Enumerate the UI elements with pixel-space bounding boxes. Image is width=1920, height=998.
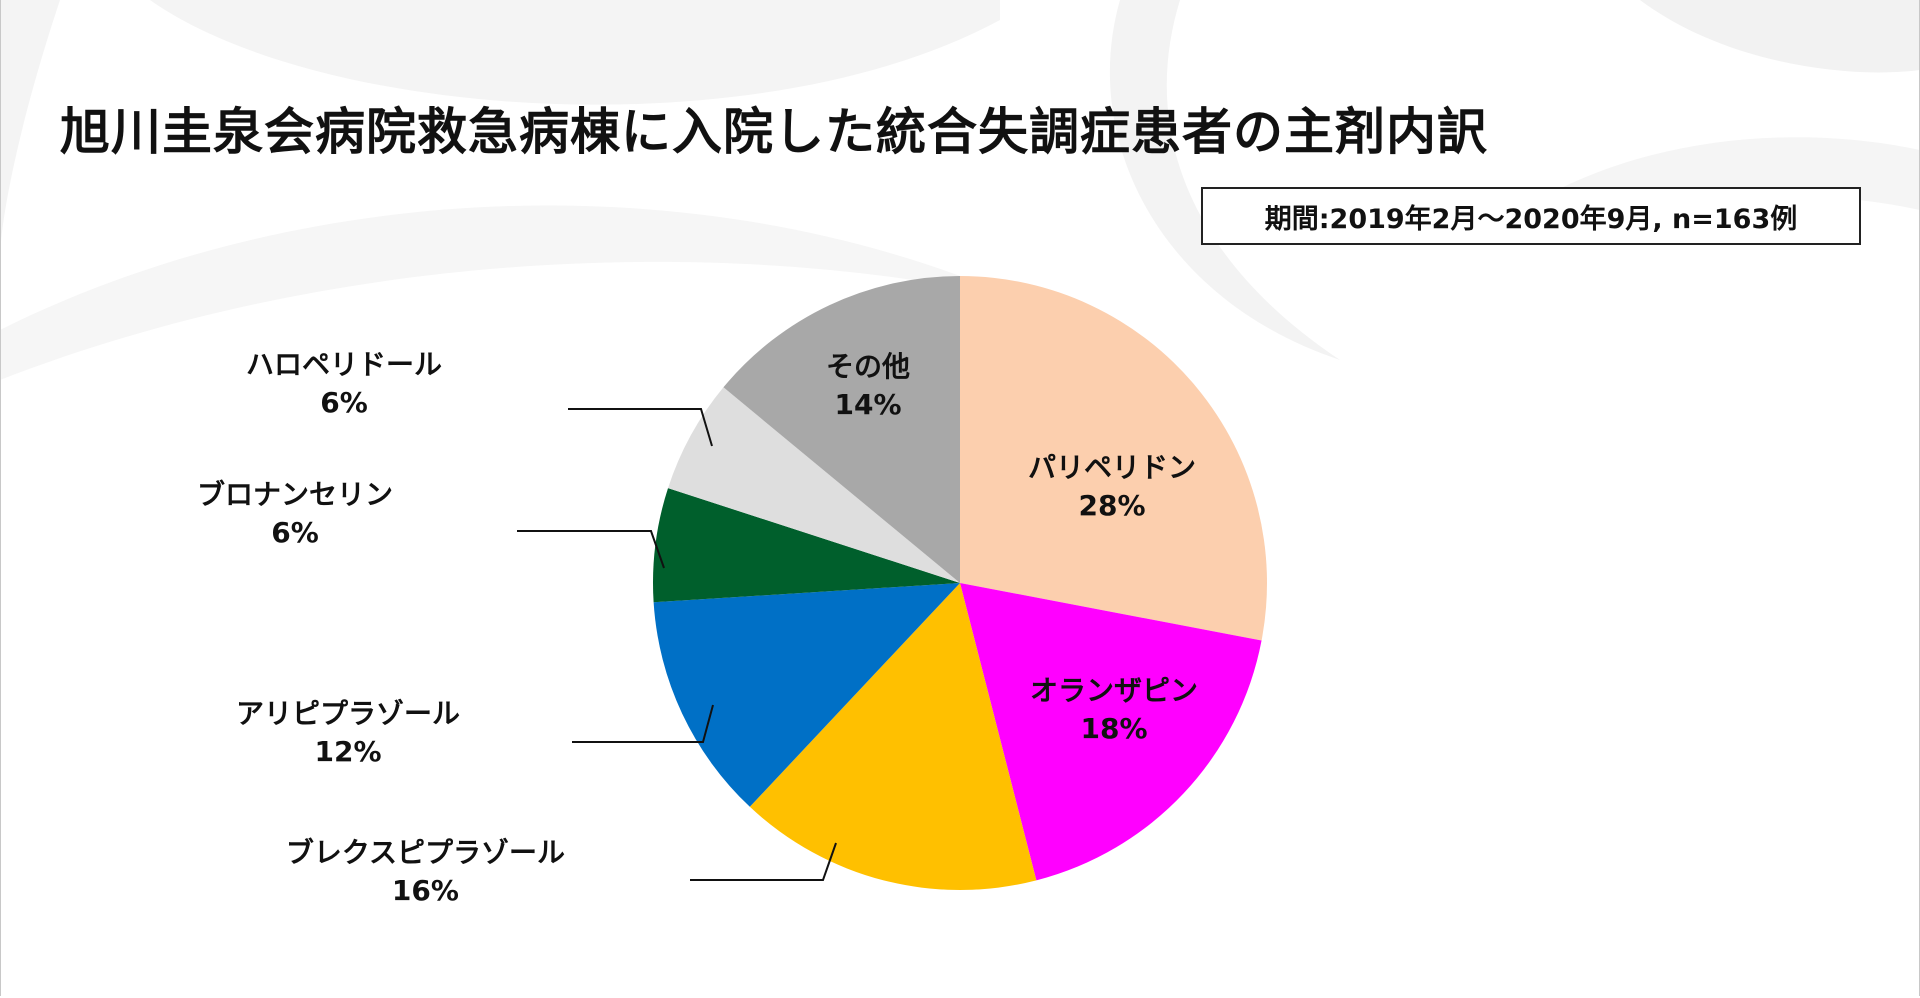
slice-label: ブレクスピプラゾール	[286, 836, 565, 869]
pie-slice	[960, 583, 1262, 881]
slice-label: ブロナンセリン	[197, 478, 393, 511]
leader-line	[572, 704, 714, 743]
slice-value-label: 16%	[392, 874, 459, 907]
slice-label: アリピプラゾール	[236, 697, 460, 730]
leader-line	[517, 530, 665, 569]
slice-label: パリペリドン	[1028, 451, 1196, 484]
pie-labels: パリペリドン 28% オランザピン 18% ブレクスピプラゾール 16% アリピプラゾール 1…	[197, 348, 1198, 907]
slice-value-label: 14%	[834, 388, 901, 421]
slice-value-label: 28%	[1078, 489, 1145, 522]
slice-value-label: 6%	[320, 386, 368, 419]
chart-title: 旭川圭泉会病院救急病棟に入院した統合失調症患者の主剤内訳	[60, 103, 1488, 161]
leader-line	[568, 408, 713, 447]
slice-value-label: 6%	[271, 516, 319, 549]
pie-slice	[668, 387, 960, 583]
pie-slice	[749, 583, 1037, 891]
leader-line	[690, 842, 837, 881]
slice-value-label: 18%	[1080, 712, 1147, 745]
slice-value-label: 12%	[314, 735, 381, 768]
slice-label: オランザピン	[1030, 674, 1198, 707]
slice-label: ハロペリドール	[246, 348, 442, 381]
period-note: 期間:2019年2月〜2020年9月, n=163例	[1201, 187, 1861, 245]
pie-slice	[960, 276, 1267, 641]
pie-slices	[653, 276, 1267, 891]
pie-slice	[653, 583, 960, 807]
pie-slice	[653, 488, 960, 603]
pie-slice	[723, 276, 960, 583]
slice-label: その他	[826, 350, 910, 383]
